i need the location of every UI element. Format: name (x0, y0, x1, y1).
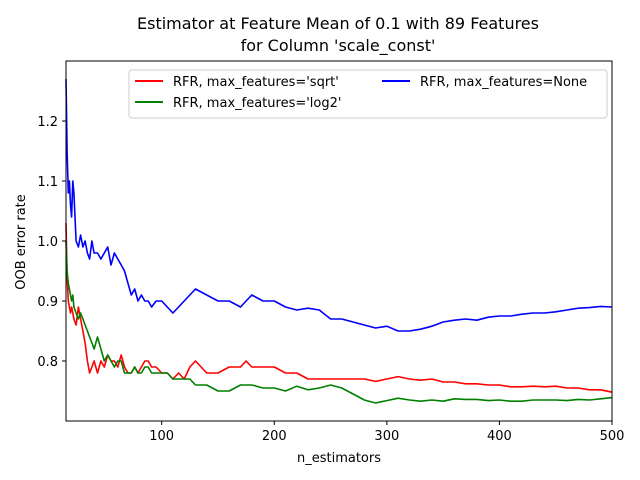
y-tick-label: 1.2 (37, 115, 58, 130)
legend-label-sqrt: RFR, max_features='sqrt' (173, 75, 339, 90)
legend-label-log2: RFR, max_features='log2' (173, 96, 341, 111)
chart-title-line-2: for Column 'scale_const' (241, 36, 436, 56)
chart-title-line-1: Estimator at Feature Mean of 0.1 with 89… (137, 14, 539, 33)
series-line-log2 (65, 240, 613, 404)
legend-box (128, 69, 608, 119)
x-tick-label: 100 (149, 429, 174, 444)
x-tick-label: 200 (262, 429, 287, 444)
x-tick-label: 300 (374, 429, 399, 444)
series-line-sqrt (65, 222, 613, 393)
x-axis-label: n_estimators (297, 451, 381, 466)
x-tick-label: 500 (600, 429, 625, 444)
y-tick-label: 1.0 (37, 235, 58, 250)
y-tick-label: 0.8 (37, 355, 58, 370)
legend-label-none: RFR, max_features=None (420, 75, 587, 90)
legend: RFR, max_features='sqrt' RFR, max_featur… (128, 69, 608, 119)
x-tick-label: 400 (487, 429, 512, 444)
series-layer (65, 78, 613, 404)
series-line-none (65, 78, 613, 332)
y-tick-label: 0.9 (37, 295, 58, 310)
y-axis: 0.8 0.9 1.0 1.1 1.2 (37, 115, 66, 370)
x-axis: 100 200 300 400 500 (149, 421, 624, 444)
y-axis-label: OOB error rate (14, 194, 29, 290)
y-tick-label: 1.1 (37, 175, 58, 190)
